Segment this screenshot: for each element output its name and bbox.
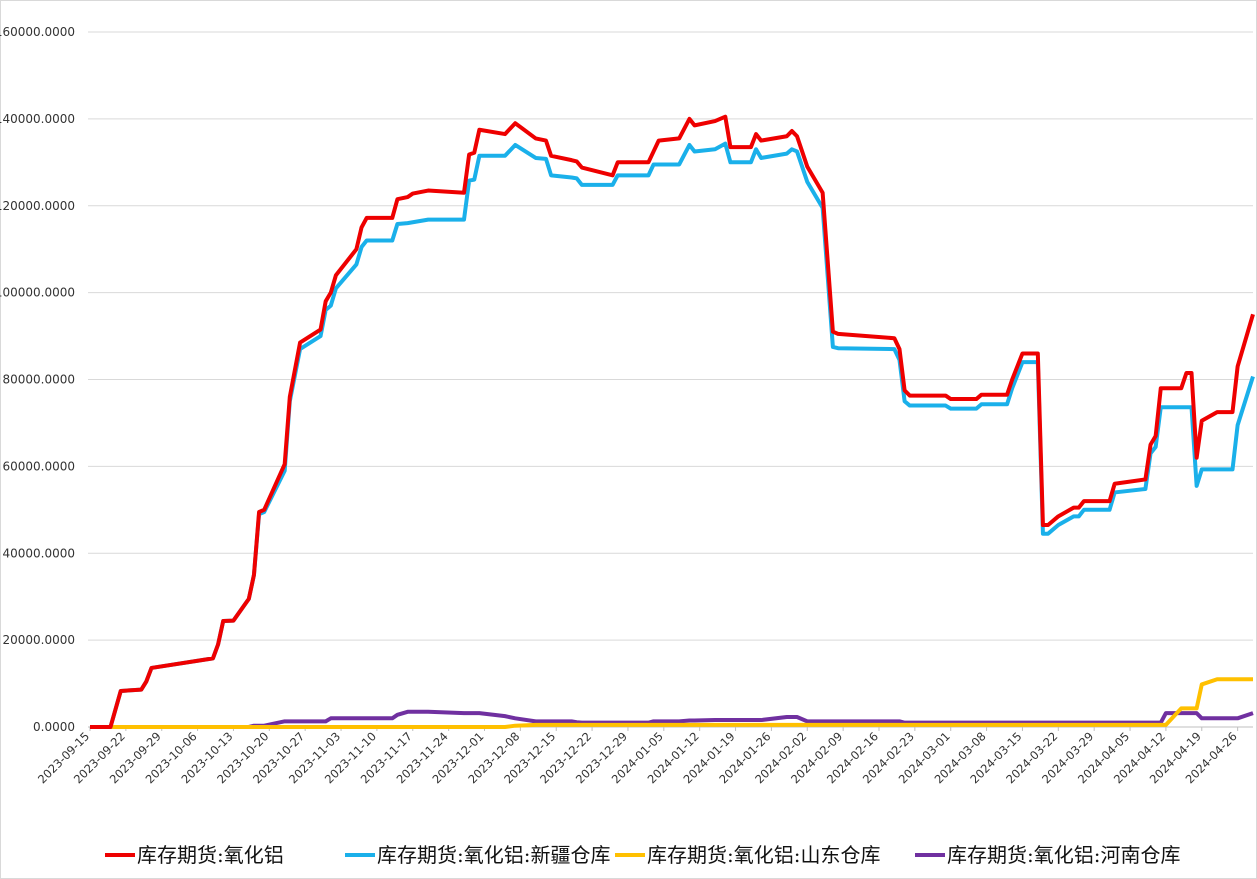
y-tick-label: 160000.0000 — [0, 25, 75, 39]
legend-item: 库存期货:氧化铝:河南仓库 — [915, 843, 1180, 867]
y-tick-label: 0.0000 — [33, 720, 75, 734]
legend-text: 库存期货:氧化铝:河南仓库 — [947, 843, 1180, 867]
legend-item: 库存期货:氧化铝:山东仓库 — [615, 843, 880, 867]
y-tick-label: 20000.0000 — [2, 633, 75, 647]
legend-text: 库存期货:氧化铝 — [137, 843, 284, 867]
series-line — [90, 709, 1254, 729]
series-line — [90, 114, 1255, 729]
y-tick-label: 80000.0000 — [2, 373, 75, 387]
y-tick-label: 140000.0000 — [0, 112, 75, 126]
legend-text: 库存期货:氧化铝:新疆仓库 — [377, 843, 610, 867]
y-tick-label: 120000.0000 — [0, 199, 75, 213]
series-line — [90, 677, 1253, 729]
legend-text: 库存期货:氧化铝:山东仓库 — [647, 843, 880, 867]
y-tick-label: 40000.0000 — [2, 546, 75, 560]
y-tick-label: 60000.0000 — [2, 459, 75, 473]
legend-item: 库存期货:氧化铝:新疆仓库 — [345, 843, 610, 867]
legend-item: 库存期货:氧化铝 — [105, 843, 284, 867]
y-tick-label: 100000.0000 — [0, 286, 75, 300]
